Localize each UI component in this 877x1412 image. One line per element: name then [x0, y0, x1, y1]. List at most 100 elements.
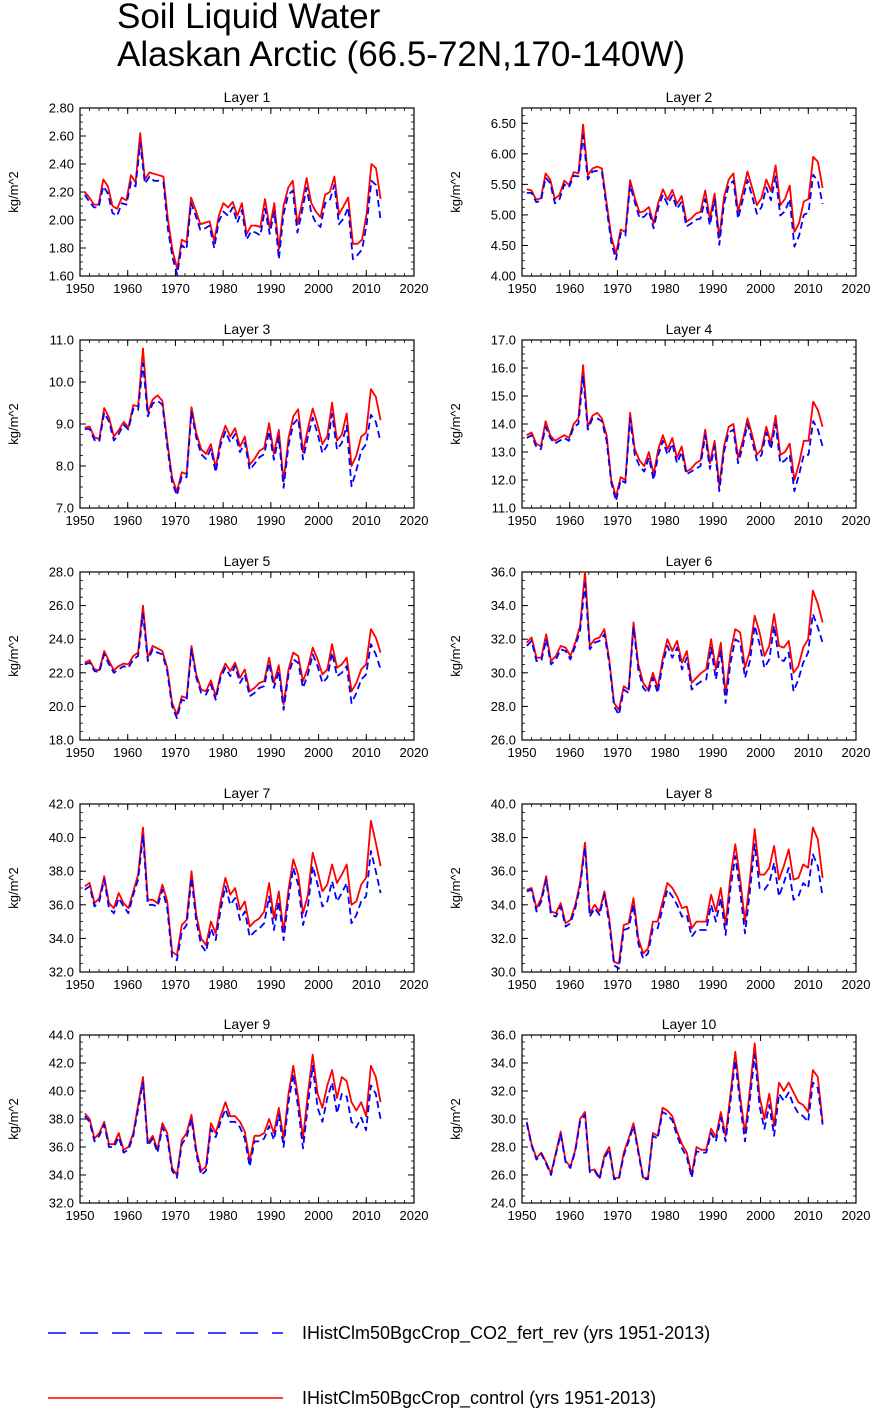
panel-10-ytick-label: 36.0	[491, 1028, 516, 1043]
panel-3-ylabel: kg/m^2	[6, 403, 21, 445]
panel-7-xtick-label: 2020	[400, 977, 429, 992]
panel-4-series-control	[526, 364, 824, 498]
panel-10-xtick-label: 1950	[508, 1208, 537, 1223]
panel-6-xtick-label: 1960	[555, 745, 584, 760]
panel-9-ytick-label: 36.0	[49, 1140, 74, 1155]
panel-10-ytick-label: 26.0	[491, 1168, 516, 1183]
panel-5-xtick-label: 1990	[256, 745, 285, 760]
panel-4-xtick-label: 1950	[508, 513, 537, 528]
panel-10-xtick-label: 2000	[746, 1208, 775, 1223]
panel-4-series-co2-fert-rev	[526, 375, 824, 502]
panel-7-ytick-label: 32.0	[49, 965, 74, 980]
panel-2-ytick-label: 4.00	[491, 269, 516, 284]
panel-1-ylabel: kg/m^2	[6, 171, 21, 213]
panel-3-xtick-label: 1960	[113, 513, 142, 528]
panel-3-ytick-label: 10.0	[49, 375, 74, 390]
panel-4-frame	[521, 339, 857, 509]
panel-1-ytick-label: 2.40	[49, 157, 74, 172]
panel-8-xtick-label: 1960	[555, 977, 584, 992]
panel-7-series-co2-fert-rev	[84, 835, 382, 962]
panel-5: Layer 5 kg/m^2 18.0 20.0 22.0 24.0 26.0 28.0 195…	[6, 553, 428, 760]
panel-3-ytick-label: 9.0	[56, 417, 74, 432]
panel-2-xtick-label: 2020	[842, 281, 871, 296]
panel-2-xtick-label: 1990	[698, 281, 727, 296]
panel-3-xtick-label: 1950	[66, 513, 95, 528]
panel-8-ytick-label: 36.0	[491, 864, 516, 879]
panel-8-xtick-label: 2020	[842, 977, 871, 992]
panel-4-ytick-label: 14.0	[491, 417, 516, 432]
panel-4-ytick-label: 17.0	[491, 333, 516, 348]
panel-4-xtick-label: 2010	[794, 513, 823, 528]
panel-1-xtick-label: 2000	[304, 281, 333, 296]
panel-6-ytick-label: 32.0	[491, 632, 516, 647]
panel-3-xtick-label: 2010	[352, 513, 381, 528]
panel-5-xtick-label: 1960	[113, 745, 142, 760]
panel-4-ylabel: kg/m^2	[448, 403, 463, 445]
panel-6: Layer 6 kg/m^2 26.0 28.0 30.0 32.0 34.0 36.0 195…	[448, 553, 870, 760]
panel-9-series-control	[84, 1053, 382, 1176]
panel-5-series-control	[84, 604, 382, 716]
panel-9-xtick-label: 1980	[209, 1208, 238, 1223]
panel-10-ylabel: kg/m^2	[448, 1098, 463, 1140]
panel-9-ytick-label: 38.0	[49, 1112, 74, 1127]
panel-4: Layer 4 kg/m^2 11.0 12.0 13.0 14.0 15.0 16.0 17.…	[448, 321, 870, 528]
panel-10-xtick-label: 1990	[698, 1208, 727, 1223]
panel-1-ytick-label: 2.60	[49, 129, 74, 144]
panel-10-ytick-label: 32.0	[491, 1084, 516, 1099]
panel-1-frame	[79, 107, 415, 277]
panel-8: Layer 8 kg/m^2 30.0 32.0 34.0 36.0 38.0 40.0 195…	[448, 785, 870, 992]
panel-3-xtick-label: 1980	[209, 513, 238, 528]
panel-2-title: Layer 2	[666, 89, 713, 105]
panel-5-frame	[79, 571, 415, 741]
panel-7-xtick-label: 1960	[113, 977, 142, 992]
panel-7-xtick-label: 1970	[161, 977, 190, 992]
panel-2-xtick-label: 2000	[746, 281, 775, 296]
panel-8-ytick-label: 38.0	[491, 830, 516, 845]
panel-1-series-co2-fert-rev	[84, 142, 382, 276]
panel-9-title: Layer 9	[224, 1016, 271, 1032]
panel-1-xtick-label: 2010	[352, 281, 381, 296]
panel-2-xtick-label: 1960	[555, 281, 584, 296]
panel-9-series-co2-fert-rev	[84, 1064, 382, 1179]
panel-9-frame	[79, 1034, 415, 1204]
panel-5-title: Layer 5	[224, 553, 271, 569]
panel-10-xtick-label: 1960	[555, 1208, 584, 1223]
legend-label-2: IHistClm50BgcCrop_control (yrs 1951-2013…	[302, 1388, 656, 1409]
panel-6-xtick-label: 2020	[842, 745, 871, 760]
panel-6-ytick-label: 26.0	[491, 733, 516, 748]
panel-5-xtick-label: 1970	[161, 745, 190, 760]
panel-3-series-control	[84, 347, 382, 493]
panel-1-xtick-label: 1960	[113, 281, 142, 296]
panel-9-ytick-label: 44.0	[49, 1028, 74, 1043]
panel-6-ytick-label: 34.0	[491, 598, 516, 613]
panel-6-xtick-label: 2010	[794, 745, 823, 760]
panel-5-ylabel: kg/m^2	[6, 635, 21, 677]
panel-9-ytick-label: 42.0	[49, 1056, 74, 1071]
panel-3-title: Layer 3	[224, 321, 271, 337]
panel-8-series-co2-fert-rev	[526, 843, 824, 970]
panel-9: Layer 9 kg/m^2 32.0 34.0 36.0 38.0 40.0 42.0 44.…	[6, 1016, 428, 1223]
panel-6-xtick-label: 1970	[603, 745, 632, 760]
panel-7-xtick-label: 2010	[352, 977, 381, 992]
panel-6-ytick-label: 36.0	[491, 565, 516, 580]
panel-3-series-co2-fert-rev	[84, 362, 382, 497]
panel-6-series-control	[526, 571, 824, 711]
panel-2-ytick-label: 6.00	[491, 146, 516, 161]
panel-1-xtick-label: 1970	[161, 281, 190, 296]
panel-2-ylabel: kg/m^2	[448, 171, 463, 213]
panel-9-xtick-label: 1960	[113, 1208, 142, 1223]
panel-5-xtick-label: 2020	[400, 745, 429, 760]
panel-10-series-co2-fert-rev	[525, 1053, 824, 1181]
panel-5-ytick-label: 22.0	[49, 665, 74, 680]
panel-6-title: Layer 6	[666, 553, 713, 569]
panel-3-ytick-label: 7.0	[56, 501, 74, 516]
panel-8-title: Layer 8	[666, 785, 713, 801]
title-line-2: Alaskan Arctic (66.5-72N,170-140W)	[117, 35, 686, 74]
panel-7-ytick-label: 38.0	[49, 864, 74, 879]
panel-3-ytick-label: 11.0	[50, 333, 74, 348]
panel-2-xtick-label: 1980	[651, 281, 680, 296]
panel-9-xtick-label: 1970	[161, 1208, 190, 1223]
panel-6-xtick-label: 1950	[508, 745, 537, 760]
panel-8-xtick-label: 1990	[698, 977, 727, 992]
panel-4-xtick-label: 1960	[555, 513, 584, 528]
